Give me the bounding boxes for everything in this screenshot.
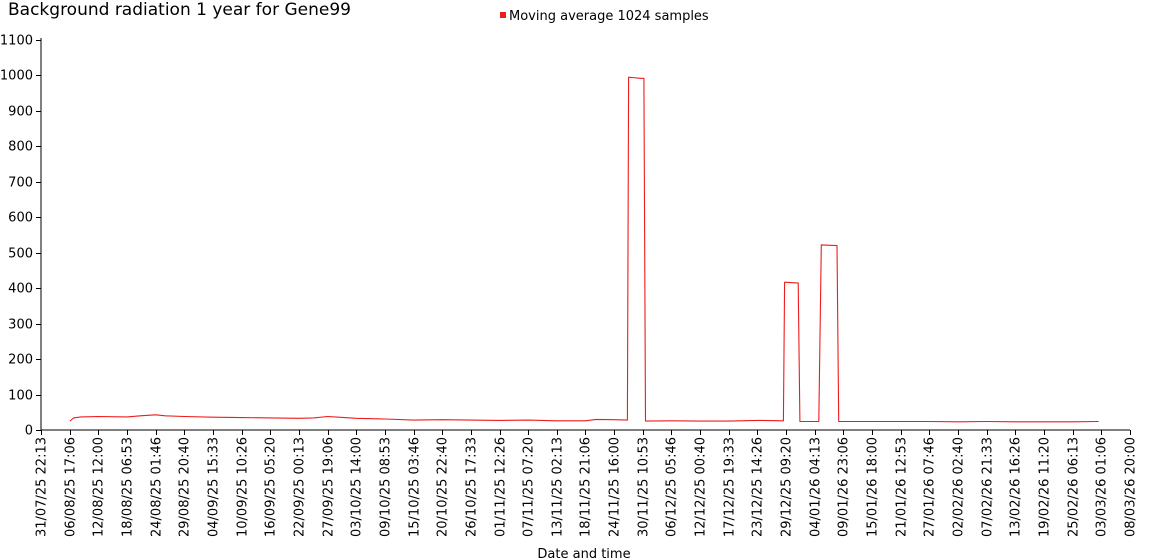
legend-swatch bbox=[500, 12, 506, 18]
y-tick-label: 800 bbox=[8, 140, 33, 155]
x-tick-label: 25/02/26 06:13 bbox=[1067, 437, 1082, 537]
x-axis-label: Date and time bbox=[537, 547, 630, 560]
x-tick-label: 03/10/25 14:00 bbox=[350, 437, 365, 537]
y-tick-label: 0 bbox=[25, 424, 33, 439]
legend-label: Moving average 1024 samples bbox=[509, 9, 709, 24]
x-tick-label: 18/08/25 06:53 bbox=[121, 437, 136, 537]
x-tick-label: 18/11/25 21:06 bbox=[579, 437, 594, 537]
x-tick-label: 26/10/25 17:33 bbox=[465, 437, 480, 537]
x-tick-label: 08/03/26 20:00 bbox=[1124, 437, 1139, 537]
x-tick-label: 24/11/25 16:00 bbox=[608, 437, 623, 537]
series-line-0 bbox=[69, 76, 1099, 423]
x-tick-label: 10/09/25 10:26 bbox=[236, 437, 251, 537]
x-tick-label: 13/02/26 16:26 bbox=[1009, 437, 1024, 537]
x-tick-label: 19/02/26 11:20 bbox=[1038, 437, 1053, 537]
x-tick-label: 03/03/26 01:06 bbox=[1095, 437, 1110, 537]
x-tick-label: 07/02/26 21:33 bbox=[981, 437, 996, 537]
y-tick-label: 900 bbox=[8, 105, 33, 120]
y-tick-label: 400 bbox=[8, 282, 33, 297]
x-tick-label: 04/09/25 15:33 bbox=[207, 437, 222, 537]
chart-title: Background radiation 1 year for Gene99 bbox=[8, 0, 351, 20]
y-tick-label: 500 bbox=[8, 247, 33, 262]
y-tick-label: 200 bbox=[8, 353, 33, 368]
x-tick-label: 07/11/25 07:20 bbox=[522, 437, 537, 537]
x-tick-label: 12/12/25 00:40 bbox=[694, 437, 709, 537]
x-tick-label: 16/09/25 05:20 bbox=[264, 437, 279, 537]
x-tick-label: 29/12/25 09:20 bbox=[780, 437, 795, 537]
x-tick-label: 02/02/26 02:40 bbox=[952, 437, 967, 537]
ticks: 0 100 200 300 400 500 600 700 800 900 1000 1100 31/0… bbox=[0, 34, 1139, 537]
x-tick-label: 13/11/25 02:13 bbox=[551, 437, 566, 537]
y-tick-label: 600 bbox=[8, 211, 33, 226]
x-tick-label: 12/08/25 12:00 bbox=[92, 437, 107, 537]
x-tick-label: 22/09/25 00:13 bbox=[293, 437, 308, 537]
x-tick-label: 06/08/25 17:06 bbox=[64, 437, 79, 537]
x-tick-label: 09/10/25 08:53 bbox=[379, 437, 394, 537]
x-tick-label: 04/01/26 04:13 bbox=[809, 437, 824, 537]
x-tick-label: 29/08/25 20:40 bbox=[178, 437, 193, 537]
y-tick-label: 1100 bbox=[0, 34, 33, 49]
x-tick-label: 31/07/25 22:13 bbox=[35, 437, 50, 537]
x-tick-label: 27/09/25 19:06 bbox=[322, 437, 337, 537]
x-tick-label: 15/01/26 18:00 bbox=[866, 437, 881, 537]
x-tick-label: 17/12/25 19:33 bbox=[723, 437, 738, 537]
legend: Moving average 1024 samples bbox=[500, 9, 709, 24]
x-tick-label: 09/01/26 23:06 bbox=[837, 437, 852, 537]
x-tick-label: 15/10/25 03:46 bbox=[408, 437, 423, 537]
y-tick-label: 1000 bbox=[0, 69, 33, 84]
x-tick-label: 30/11/25 10:53 bbox=[637, 437, 652, 537]
x-tick-label: 24/08/25 01:46 bbox=[150, 437, 165, 537]
x-tick-label: 21/01/26 12:53 bbox=[895, 437, 910, 537]
series bbox=[69, 76, 1099, 423]
y-tick-label: 100 bbox=[8, 389, 33, 404]
axes bbox=[40, 38, 1130, 431]
x-tick-label: 01/11/25 12:26 bbox=[494, 437, 509, 537]
x-tick-label: 27/01/26 07:46 bbox=[923, 437, 938, 537]
y-tick-label: 700 bbox=[8, 176, 33, 191]
y-tick-label: 300 bbox=[8, 318, 33, 333]
x-tick-label: 06/12/25 05:46 bbox=[665, 437, 680, 537]
x-tick-label: 23/12/25 14:26 bbox=[751, 437, 766, 537]
x-tick-label: 20/10/25 22:40 bbox=[436, 437, 451, 537]
